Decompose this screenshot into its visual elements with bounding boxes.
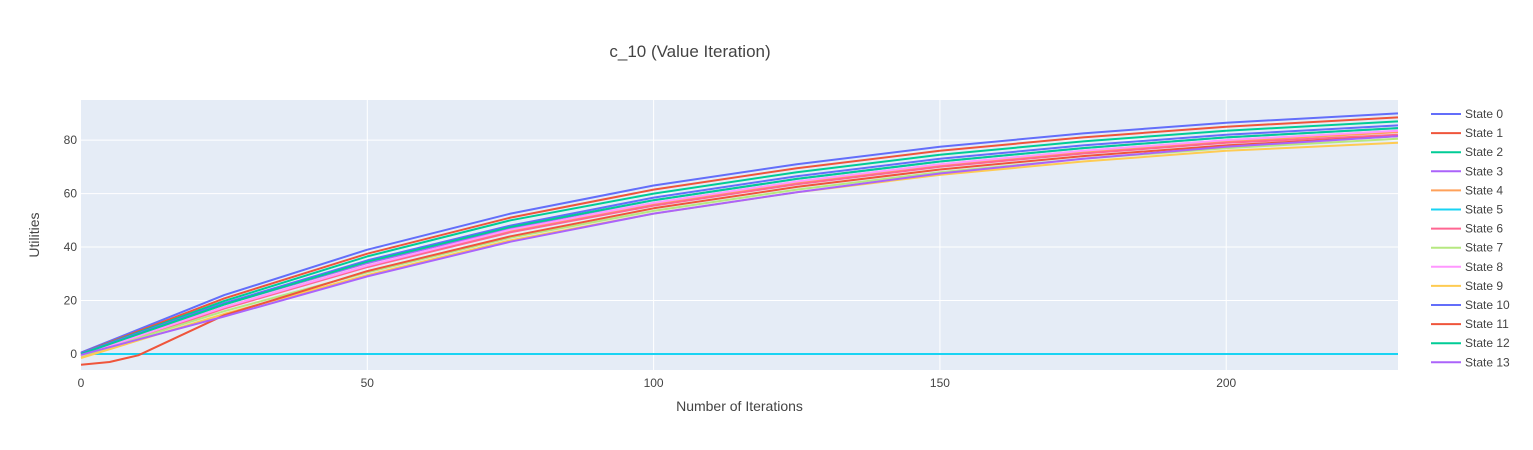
legend-label: State 13 <box>1465 355 1510 369</box>
legend-item-state-3[interactable]: State 3 <box>1431 164 1503 178</box>
legend-item-state-10[interactable]: State 10 <box>1431 298 1510 312</box>
series-line-state-6[interactable] <box>80 133 1399 358</box>
legend-label: State 8 <box>1465 260 1503 274</box>
legend-label: State 7 <box>1465 241 1503 255</box>
y-tick-label: 0 <box>70 347 77 361</box>
legend-label: State 3 <box>1465 164 1503 178</box>
series-line-state-10[interactable] <box>80 124 1399 355</box>
y-tick-label: 20 <box>64 293 78 307</box>
y-tick-label: 80 <box>64 133 78 147</box>
legend-label: State 11 <box>1465 317 1509 331</box>
y-axis-title: Utilities <box>26 212 42 257</box>
legend-item-state-12[interactable]: State 12 <box>1431 336 1510 350</box>
legend-label: State 1 <box>1465 126 1503 140</box>
legend-item-state-11[interactable]: State 11 <box>1431 317 1509 331</box>
legend[interactable]: State 0 State 1 State 2 State 3 State 4 State… <box>1431 107 1510 369</box>
legend-item-state-4[interactable]: State 4 <box>1431 183 1503 197</box>
legend-label: State 0 <box>1465 107 1503 121</box>
legend-item-state-2[interactable]: State 2 <box>1431 145 1503 159</box>
x-tick-label: 150 <box>930 376 950 390</box>
y-tick-label: 40 <box>64 240 78 254</box>
legend-item-state-5[interactable]: State 5 <box>1431 203 1503 217</box>
legend-label: State 12 <box>1465 336 1510 350</box>
x-tick-label: 50 <box>361 376 375 390</box>
series-line-state-11[interactable] <box>80 135 1399 366</box>
legend-item-state-13[interactable]: State 13 <box>1431 355 1510 369</box>
series-line-state-8[interactable] <box>80 129 1399 357</box>
x-tick-label: 0 <box>78 376 85 390</box>
legend-item-state-9[interactable]: State 9 <box>1431 279 1503 293</box>
series-line-state-0[interactable] <box>80 112 1399 354</box>
legend-item-state-1[interactable]: State 1 <box>1431 126 1503 140</box>
series-lines <box>80 112 1399 366</box>
chart-title: c_10 (Value Iteration) <box>609 42 770 61</box>
legend-label: State 10 <box>1465 298 1510 312</box>
legend-item-state-0[interactable]: State 0 <box>1431 107 1503 121</box>
tick-labels: 0 50 100 150 200 0 20 40 60 80 <box>64 133 1237 390</box>
legend-item-state-8[interactable]: State 8 <box>1431 260 1503 274</box>
series-line-state-12[interactable] <box>80 127 1399 355</box>
x-tick-label: 100 <box>644 376 664 390</box>
legend-label: State 2 <box>1465 145 1503 159</box>
series-line-state-13[interactable] <box>80 135 1399 356</box>
series-line-state-1[interactable] <box>80 116 1399 355</box>
x-tick-label: 200 <box>1216 376 1236 390</box>
legend-label: State 4 <box>1465 183 1503 197</box>
legend-item-state-6[interactable]: State 6 <box>1431 222 1503 236</box>
legend-label: State 5 <box>1465 203 1503 217</box>
y-tick-label: 60 <box>64 187 78 201</box>
legend-label: State 9 <box>1465 279 1503 293</box>
legend-label: State 6 <box>1465 222 1503 236</box>
x-axis-title: Number of Iterations <box>676 398 803 414</box>
series-line-state-2[interactable] <box>80 120 1399 355</box>
legend-item-state-7[interactable]: State 7 <box>1431 241 1503 255</box>
